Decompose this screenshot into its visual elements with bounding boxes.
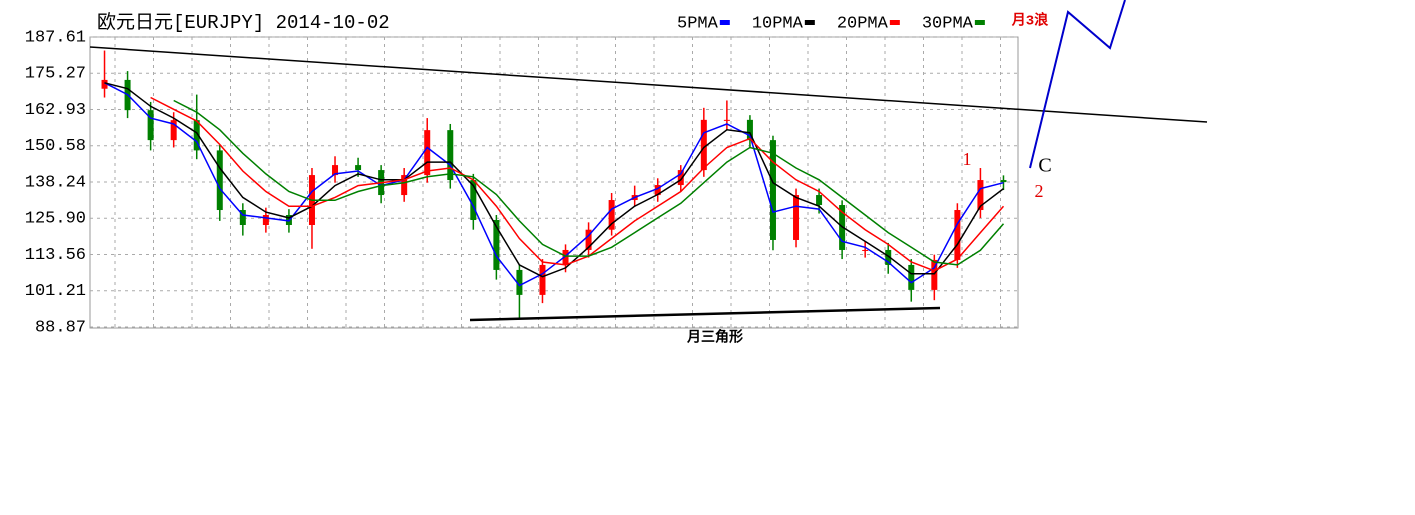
candle-body [885, 249, 892, 265]
legend-label: 30PMA [922, 14, 974, 33]
legend-label: 10PMA [752, 14, 804, 33]
candle-body [816, 195, 823, 206]
ma-line [150, 96, 1005, 272]
trend-line [469, 306, 941, 322]
candle-body [401, 175, 408, 196]
marks [101, 50, 1007, 318]
candle-body [262, 215, 269, 225]
candle-body [608, 200, 615, 230]
candle-body [746, 119, 753, 141]
chart-title: 欧元日元[EURJPY] 2014-10-02 [97, 11, 390, 34]
ma-line [104, 82, 1004, 287]
candle-body [654, 185, 661, 196]
legend: 5PMA 10PMA 20PMA 30PMA [677, 14, 985, 33]
candle-body [470, 180, 477, 221]
candle-body [447, 130, 454, 181]
candle-body [1000, 180, 1007, 183]
candle-body [193, 120, 200, 151]
candle-body [493, 220, 500, 270]
ma-line [104, 82, 1004, 278]
candle-body [216, 150, 223, 211]
candle-body [723, 119, 730, 121]
candle-body [539, 264, 546, 295]
candle-body [239, 210, 246, 225]
annotation: 2 [1035, 181, 1044, 201]
ma-line [173, 99, 1005, 266]
y-tick-label: 101.21 [25, 282, 86, 301]
y-tick-label: 162.93 [25, 101, 86, 120]
candle-body [954, 210, 961, 260]
y-tick-label: 175.27 [25, 65, 86, 84]
annotation: 月三角形 [686, 329, 743, 347]
candle-body [862, 249, 869, 251]
candle-body [332, 165, 339, 176]
legend-marker [974, 20, 985, 25]
candle-body [562, 249, 569, 265]
candle-body [101, 79, 108, 89]
legend-marker [889, 20, 900, 25]
y-tick-label: 113.56 [25, 246, 86, 265]
candle-body [677, 170, 684, 186]
candle-body [355, 165, 362, 171]
candle-body [931, 259, 938, 290]
legend-marker [804, 20, 815, 25]
candle-body [424, 130, 431, 176]
candle-body [516, 269, 523, 295]
trend-line [89, 46, 1208, 123]
y-tick-label: 187.61 [25, 28, 86, 47]
y-tick-label: 138.24 [25, 173, 86, 192]
candle-body [147, 110, 154, 141]
candle-body [793, 195, 800, 240]
candle-body [170, 120, 177, 141]
grid [90, 36, 1018, 328]
wave-line [1029, 0, 1126, 169]
candle-body [585, 229, 592, 250]
y-tick-label: 88.87 [35, 318, 86, 337]
annotation: 月3浪 [1011, 12, 1048, 30]
candle-body [769, 140, 776, 240]
candle-body [908, 264, 915, 290]
y-tick-label: 150.58 [25, 137, 86, 156]
candle-body [977, 180, 984, 211]
annotation: 1 [963, 149, 972, 169]
candle-body [700, 119, 707, 171]
annotation: C [1038, 155, 1051, 177]
legend-label: 5PMA [677, 14, 719, 33]
legend-label: 20PMA [837, 14, 889, 33]
y-tick-label: 125.90 [25, 210, 86, 229]
legend-marker [719, 20, 730, 25]
